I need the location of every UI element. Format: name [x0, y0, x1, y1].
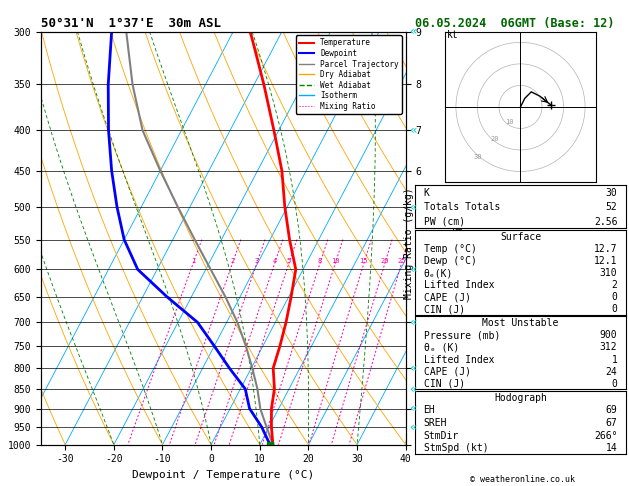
Text: θₑ (K): θₑ (K): [423, 342, 459, 352]
Text: Pressure (mb): Pressure (mb): [423, 330, 500, 340]
Text: «: «: [409, 402, 417, 415]
Text: CIN (J): CIN (J): [423, 304, 465, 314]
Text: 69: 69: [606, 405, 618, 416]
Text: 15: 15: [360, 258, 368, 263]
Text: 06.05.2024  06GMT (Base: 12): 06.05.2024 06GMT (Base: 12): [415, 17, 615, 30]
Text: CAPE (J): CAPE (J): [423, 366, 470, 377]
Text: 12.1: 12.1: [594, 256, 618, 266]
Text: StmSpd (kt): StmSpd (kt): [423, 443, 488, 453]
Text: 0: 0: [611, 292, 618, 302]
Text: «: «: [409, 200, 417, 213]
Text: 14: 14: [606, 443, 618, 453]
Text: 20: 20: [381, 258, 389, 263]
Text: «: «: [409, 25, 417, 38]
Text: K: K: [423, 188, 430, 198]
Text: 24: 24: [606, 366, 618, 377]
Text: 4: 4: [272, 258, 277, 263]
Legend: Temperature, Dewpoint, Parcel Trajectory, Dry Adiabat, Wet Adiabat, Isotherm, Mi: Temperature, Dewpoint, Parcel Trajectory…: [296, 35, 402, 114]
Text: CIN (J): CIN (J): [423, 379, 465, 389]
Text: 30: 30: [606, 188, 618, 198]
Text: SREH: SREH: [423, 418, 447, 428]
Text: 1: 1: [611, 354, 618, 364]
Text: «: «: [409, 124, 417, 137]
Text: EH: EH: [423, 405, 435, 416]
Y-axis label: km
ASL: km ASL: [449, 227, 467, 249]
Text: 67: 67: [606, 418, 618, 428]
Text: 0: 0: [611, 379, 618, 389]
Text: Temp (°C): Temp (°C): [423, 243, 476, 254]
Text: 3: 3: [255, 258, 259, 263]
Text: Hodograph: Hodograph: [494, 393, 547, 403]
Text: Dewp (°C): Dewp (°C): [423, 256, 476, 266]
Text: 12.7: 12.7: [594, 243, 618, 254]
Text: 8: 8: [318, 258, 322, 263]
Text: 2: 2: [230, 258, 235, 263]
Text: © weatheronline.co.uk: © weatheronline.co.uk: [470, 474, 574, 484]
Text: Totals Totals: Totals Totals: [423, 202, 500, 212]
Text: 312: 312: [600, 342, 618, 352]
Text: kt: kt: [447, 30, 459, 40]
X-axis label: Dewpoint / Temperature (°C): Dewpoint / Temperature (°C): [132, 470, 314, 480]
Text: 0: 0: [611, 304, 618, 314]
Text: 30: 30: [473, 154, 482, 159]
Text: «: «: [409, 316, 417, 329]
Y-axis label: hPa: hPa: [0, 228, 2, 248]
Text: CAPE (J): CAPE (J): [423, 292, 470, 302]
Text: PW (cm): PW (cm): [423, 217, 465, 227]
Text: 52: 52: [606, 202, 618, 212]
Text: Mixing Ratio (g/kg): Mixing Ratio (g/kg): [404, 187, 414, 299]
Text: Most Unstable: Most Unstable: [482, 318, 559, 328]
Text: 20: 20: [491, 137, 499, 142]
Text: «: «: [409, 420, 417, 434]
Text: θₑ(K): θₑ(K): [423, 268, 453, 278]
Text: StmDir: StmDir: [423, 431, 459, 441]
Text: 900: 900: [600, 330, 618, 340]
Text: «: «: [409, 382, 417, 396]
Text: Surface: Surface: [500, 231, 541, 242]
Text: «: «: [409, 263, 417, 276]
Text: 2.56: 2.56: [594, 217, 618, 227]
Text: 1: 1: [191, 258, 195, 263]
Text: 10: 10: [331, 258, 340, 263]
Text: 2: 2: [611, 280, 618, 290]
Text: 5: 5: [287, 258, 291, 263]
Text: 50°31'N  1°37'E  30m ASL: 50°31'N 1°37'E 30m ASL: [41, 17, 221, 31]
Text: 310: 310: [600, 268, 618, 278]
Text: 266°: 266°: [594, 431, 618, 441]
Text: 25: 25: [397, 258, 406, 263]
Text: Lifted Index: Lifted Index: [423, 354, 494, 364]
Text: Lifted Index: Lifted Index: [423, 280, 494, 290]
Text: 10: 10: [506, 119, 514, 125]
Text: «: «: [409, 362, 417, 375]
